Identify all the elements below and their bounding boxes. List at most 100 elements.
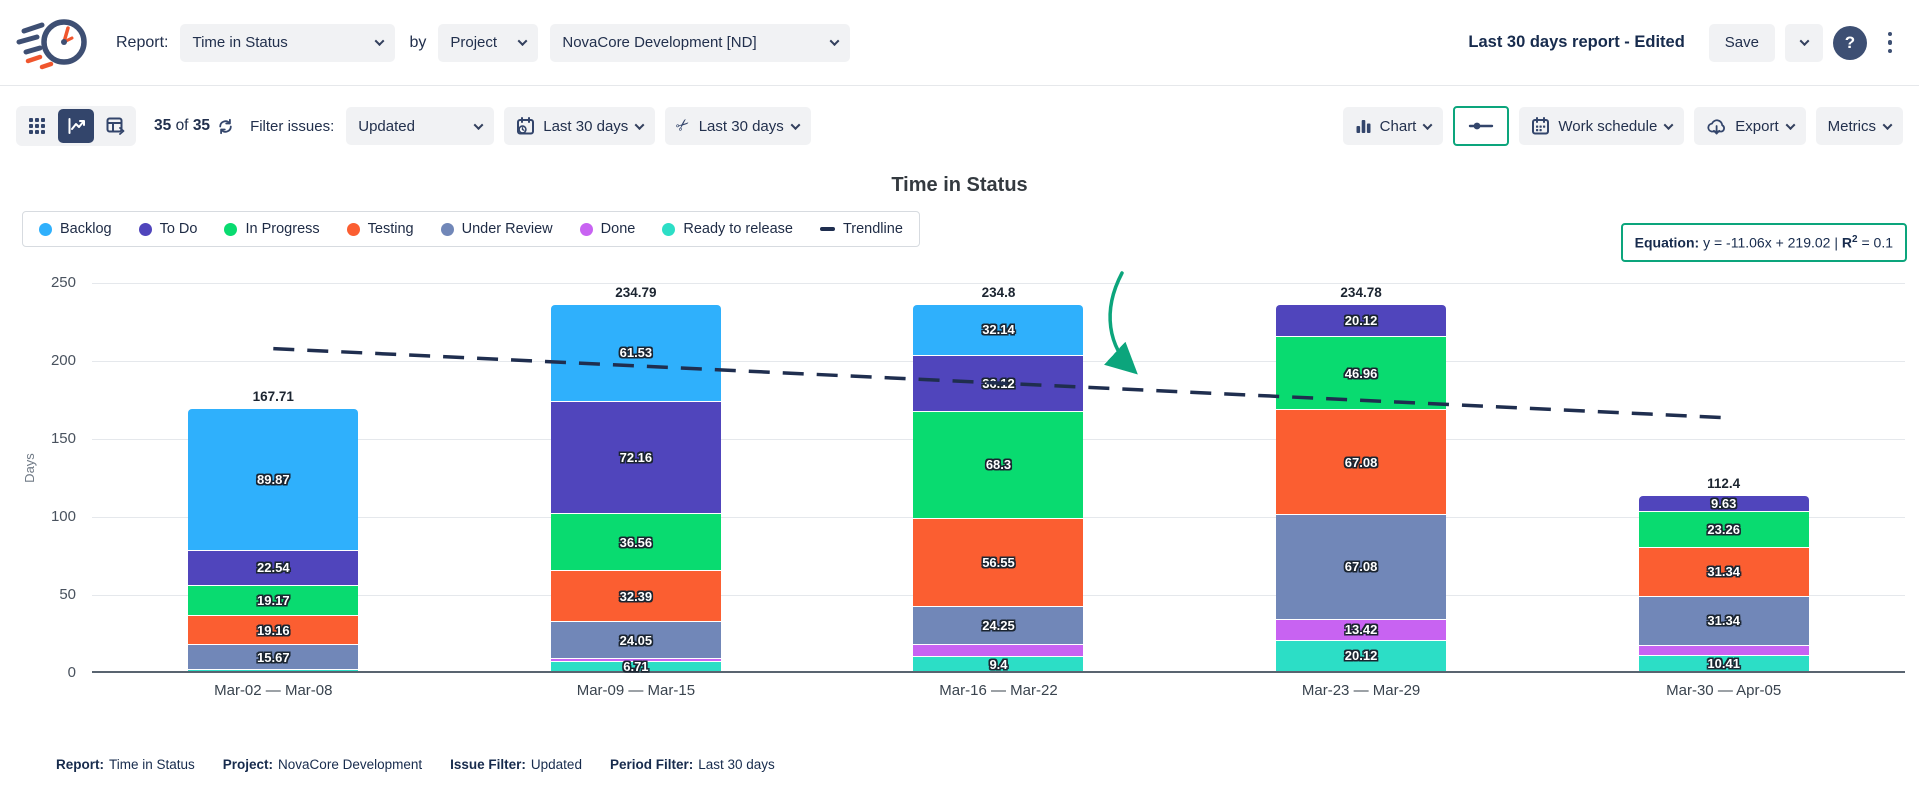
segment-value-label: 20.12 [1344, 312, 1378, 328]
segment-in-progress[interactable]: 68.3 [913, 411, 1084, 518]
metrics-value: Metrics [1827, 117, 1876, 135]
segment-under-review[interactable]: 24.05 [550, 620, 721, 659]
segment-ready-to-release[interactable] [188, 668, 359, 671]
bar-total-label: 112.4 [1707, 475, 1741, 491]
group-by-value: Project [450, 34, 498, 51]
segment-testing[interactable]: 19.16 [188, 614, 359, 645]
refresh-icon[interactable] [217, 118, 234, 135]
legend-item-under-review[interactable]: Under Review [440, 221, 553, 237]
legend-item-backlog[interactable]: Backlog [39, 221, 112, 237]
period-filter-value: Last 30 days [543, 117, 629, 135]
legend-item-in-progress[interactable]: In Progress [224, 221, 320, 237]
footer-item-label: Report: [56, 757, 104, 772]
segment-in-progress[interactable]: 46.96 [1276, 336, 1447, 410]
segment-testing[interactable]: 32.39 [550, 570, 721, 621]
chevron-down-icon [829, 36, 840, 47]
kebab-dot [1887, 31, 1893, 37]
legend-item-done[interactable]: Done [579, 221, 635, 237]
segment-testing[interactable]: 67.08 [1276, 409, 1447, 515]
segment-ready-to-release[interactable]: 6.71 [550, 660, 721, 673]
stacked-bar[interactable]: 32.14 36.12 68.3 56.55 24.25 9.4 [913, 304, 1084, 671]
segment-under-review[interactable]: 67.08 [1276, 514, 1447, 619]
r-squared-sup: 2 [1852, 234, 1858, 245]
segment-ready-to-release[interactable]: 10.41 [1638, 654, 1809, 671]
more-options-button[interactable] [1877, 24, 1903, 62]
bar-columns: 167.71 89.87 22.54 19.17 19.16 15.67 234.79 61.… [92, 263, 1905, 673]
segment-to-do[interactable]: 20.12 [1276, 304, 1447, 337]
save-button[interactable]: Save [1708, 23, 1775, 62]
footer-item-issue-filter: Issue Filter: Updated [450, 757, 582, 772]
bar-total-label: 234.79 [615, 284, 657, 300]
x-axis-label: Mar-16 — Mar-22 [939, 682, 1058, 699]
export-dropdown[interactable]: Export [1694, 107, 1806, 145]
segment-under-review[interactable]: 15.67 [188, 644, 359, 669]
export-value: Export [1735, 117, 1779, 135]
work-schedule-dropdown[interactable]: Work schedule [1519, 107, 1685, 145]
y-tick-label: 150 [50, 430, 76, 447]
segment-value-label: 72.16 [619, 450, 653, 465]
segment-value-label: 20.12 [1344, 648, 1378, 664]
segment-in-progress[interactable]: 36.56 [550, 513, 721, 571]
segment-backlog[interactable]: 32.14 [913, 304, 1084, 355]
chart-view-button[interactable] [58, 109, 94, 143]
stacked-bar[interactable]: 9.63 23.26 31.34 31.34 10.41 [1638, 495, 1809, 671]
legend-item-testing[interactable]: Testing [346, 221, 414, 237]
chevron-down-icon [1799, 36, 1809, 47]
segment-testing[interactable]: 31.34 [1638, 546, 1809, 596]
legend-item-ready-to-release[interactable]: Ready to release [662, 221, 793, 237]
segment-done[interactable] [913, 643, 1084, 657]
footer-item-label: Project: [222, 757, 274, 772]
segment-to-do[interactable]: 72.16 [550, 400, 721, 514]
x-axis-label: Mar-30 — Apr-05 [1666, 682, 1782, 699]
period-filter-dropdown[interactable]: Last 30 days [504, 107, 656, 145]
metrics-dropdown[interactable]: Metrics [1815, 107, 1903, 145]
cloud-export-icon [1707, 118, 1726, 134]
toolbar-right: Chart Work sch [1342, 106, 1903, 146]
segment-to-do[interactable]: 22.54 [188, 549, 359, 585]
chevron-down-icon [1785, 119, 1796, 130]
legend-item-trendline[interactable]: Trendline [819, 221, 903, 237]
trim-period-value: Last 30 days [698, 117, 784, 135]
grid-view-button[interactable] [19, 109, 55, 143]
report-toolbar: 35 of 35 Filter issues: Updated [0, 86, 1919, 156]
segment-backlog[interactable]: 89.87 [188, 409, 359, 550]
segment-to-do[interactable]: 9.63 [1638, 495, 1809, 511]
report-type-dropdown[interactable]: Time in Status [180, 23, 396, 62]
segment-value-label: 15.67 [257, 649, 290, 665]
equation-body: y = -11.06x + 219.02 | [1699, 234, 1842, 251]
segment-under-review[interactable]: 24.25 [913, 605, 1084, 644]
chart-settings-button[interactable] [1453, 106, 1510, 146]
segment-done[interactable] [1638, 644, 1809, 655]
segment-under-review[interactable]: 31.34 [1638, 595, 1809, 645]
grid-icon [29, 118, 45, 134]
chart-type-dropdown[interactable]: Chart [1342, 107, 1444, 145]
pivot-view-button[interactable] [97, 109, 133, 143]
help-button[interactable]: ? [1833, 25, 1867, 60]
segment-value-label: 67.08 [1344, 559, 1378, 575]
segment-ready-to-release[interactable]: 20.12 [1276, 639, 1447, 671]
segment-backlog[interactable]: 61.53 [550, 304, 721, 401]
project-dropdown[interactable]: NovaCore Development [ND] [550, 23, 851, 62]
issue-filter-dropdown[interactable]: Updated [346, 107, 495, 145]
legend-row: Backlog To Do In Progress Testing Under Revi… [0, 211, 1919, 262]
chevron-down-icon [375, 36, 385, 47]
x-axis-label: Mar-23 — Mar-29 [1301, 682, 1421, 699]
save-options-button[interactable] [1785, 23, 1823, 62]
legend-item-to-do[interactable]: To Do [138, 221, 197, 237]
trim-period-dropdown[interactable]: ✂ Last 30 days [665, 107, 811, 145]
segment-done[interactable] [550, 658, 721, 661]
stacked-bar[interactable]: 20.12 46.96 67.08 67.08 13.42 20.12 [1276, 304, 1447, 671]
group-by-dropdown[interactable]: Project [438, 23, 539, 62]
segment-testing[interactable]: 56.55 [913, 517, 1084, 606]
segment-done[interactable]: 13.42 [1276, 618, 1447, 640]
segment-to-do[interactable]: 36.12 [913, 354, 1084, 412]
segment-in-progress[interactable]: 23.26 [1638, 510, 1809, 547]
stacked-bar[interactable]: 89.87 22.54 19.17 19.16 15.67 [188, 409, 359, 671]
legend-swatch-dash [819, 227, 835, 231]
chart-legend: Backlog To Do In Progress Testing Under Revi… [22, 211, 920, 247]
bar-column: 234.78 20.12 46.96 67.08 67.08 13.42 20.12 [1180, 263, 1543, 671]
segment-in-progress[interactable]: 19.17 [188, 584, 359, 615]
footer-item-project: Project: NovaCore Development [223, 757, 422, 772]
segment-ready-to-release[interactable]: 9.4 [913, 656, 1084, 671]
stacked-bar[interactable]: 61.53 72.16 36.56 32.39 24.05 6.71 [550, 304, 721, 673]
